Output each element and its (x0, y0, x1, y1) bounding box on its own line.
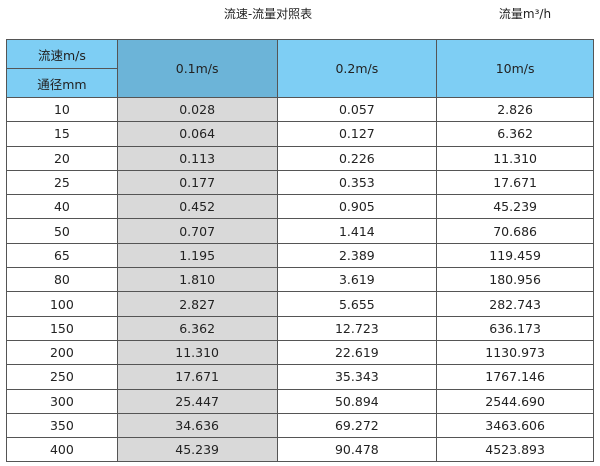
diameter-cell: 25 (6, 169, 118, 196)
flow-cell: 0.064 (116, 121, 278, 147)
flow-cell: 50.894 (276, 388, 438, 414)
diameter-cell: 15 (6, 121, 118, 147)
flow-cell: 0.113 (116, 145, 278, 171)
flow-cell: 2.827 (116, 291, 278, 317)
flow-cell: 0.226 (276, 145, 438, 171)
table-row: 20 0.113 0.226 11.310 (6, 145, 594, 171)
flow-cell: 0.452 (116, 194, 278, 220)
header-row: 通径mm (6, 68, 594, 98)
table-row: 10 0.028 0.057 2.826 (6, 96, 594, 123)
flow-cell: 0.905 (276, 194, 438, 220)
flow-cell: 69.272 (276, 412, 438, 439)
table-row: 200 11.310 22.619 1130.973 (6, 339, 594, 366)
column-header: 10m/s (436, 39, 594, 98)
flow-cell: 2.826 (436, 96, 594, 123)
flow-cell: 1767.146 (436, 364, 594, 390)
flow-cell: 2544.690 (436, 388, 594, 414)
table-row: 250 17.671 35.343 1767.146 (6, 364, 594, 390)
flow-cell: 4523.893 (436, 437, 594, 463)
table-row: 25 0.177 0.353 17.671 (6, 169, 594, 196)
diameter-cell: 65 (6, 242, 118, 269)
table-row: 300 25.447 50.894 2544.690 (6, 388, 594, 414)
diameter-cell: 100 (6, 291, 118, 317)
diameter-cell: 200 (6, 339, 118, 366)
flow-cell: 0.707 (116, 218, 278, 244)
flow-cell: 180.956 (436, 267, 594, 293)
flow-cell: 1.414 (276, 218, 438, 244)
flow-cell: 6.362 (116, 315, 278, 341)
velocity-header: 流速m/s (6, 39, 118, 69)
flow-cell: 0.177 (116, 169, 278, 196)
flow-cell: 90.478 (276, 437, 438, 463)
flow-cell: 0.127 (276, 121, 438, 147)
diameter-cell: 40 (6, 194, 118, 220)
diameter-cell: 300 (6, 388, 118, 414)
flow-cell: 45.239 (436, 194, 594, 220)
flow-cell: 45.239 (116, 437, 278, 463)
table-row: 400 45.239 90.478 4523.893 (6, 437, 594, 463)
flow-cell: 25.447 (116, 388, 278, 414)
diameter-cell: 80 (6, 267, 118, 293)
diameter-header: 通径mm (6, 68, 118, 98)
unit-label: 流量m³/h (498, 7, 552, 21)
flow-cell: 119.459 (436, 242, 594, 269)
flow-cell: 1.195 (116, 242, 278, 269)
table-title: 流速-流量对照表 (223, 7, 313, 21)
flow-cell: 282.743 (436, 291, 594, 317)
table-row: 80 1.810 3.619 180.956 (6, 267, 594, 293)
column-header: 0.2m/s (276, 39, 438, 98)
flow-cell: 0.353 (276, 169, 438, 196)
table-row: 50 0.707 1.414 70.686 (6, 218, 594, 244)
diameter-cell: 400 (6, 437, 118, 463)
flow-table: 流速m/s 0.1m/s 0.2m/s 10m/s 通径mm 10 0.028 0.… (6, 39, 594, 463)
table-row: 65 1.195 2.389 119.459 (6, 242, 594, 269)
flow-cell: 5.655 (276, 291, 438, 317)
flow-cell: 22.619 (276, 339, 438, 366)
flow-cell: 17.671 (116, 364, 278, 390)
flow-cell: 12.723 (276, 315, 438, 341)
flow-cell: 636.173 (436, 315, 594, 341)
flow-cell: 3.619 (276, 267, 438, 293)
table-row: 15 0.064 0.127 6.362 (6, 121, 594, 147)
table-row: 350 34.636 69.272 3463.606 (6, 412, 594, 439)
flow-cell: 11.310 (436, 145, 594, 171)
table-row: 150 6.362 12.723 636.173 (6, 315, 594, 341)
flow-cell: 0.057 (276, 96, 438, 123)
flow-cell: 11.310 (116, 339, 278, 366)
diameter-cell: 250 (6, 364, 118, 390)
flow-cell: 1.810 (116, 267, 278, 293)
flow-cell: 0.028 (116, 96, 278, 123)
header-row: 流速m/s 0.1m/s 0.2m/s 10m/s (6, 39, 594, 98)
table-row: 100 2.827 5.655 282.743 (6, 291, 594, 317)
flow-cell: 2.389 (276, 242, 438, 269)
table-row: 40 0.452 0.905 45.239 (6, 194, 594, 220)
flow-cell: 70.686 (436, 218, 594, 244)
flow-cell: 6.362 (436, 121, 594, 147)
diameter-cell: 350 (6, 412, 118, 439)
flow-cell: 1130.973 (436, 339, 594, 366)
flow-cell: 3463.606 (436, 412, 594, 439)
flow-cell: 35.343 (276, 364, 438, 390)
flow-cell: 34.636 (116, 412, 278, 439)
diameter-cell: 50 (6, 218, 118, 244)
diameter-cell: 10 (6, 96, 118, 123)
diameter-cell: 150 (6, 315, 118, 341)
column-header: 0.1m/s (116, 39, 278, 98)
flow-cell: 17.671 (436, 169, 594, 196)
diameter-cell: 20 (6, 145, 118, 171)
